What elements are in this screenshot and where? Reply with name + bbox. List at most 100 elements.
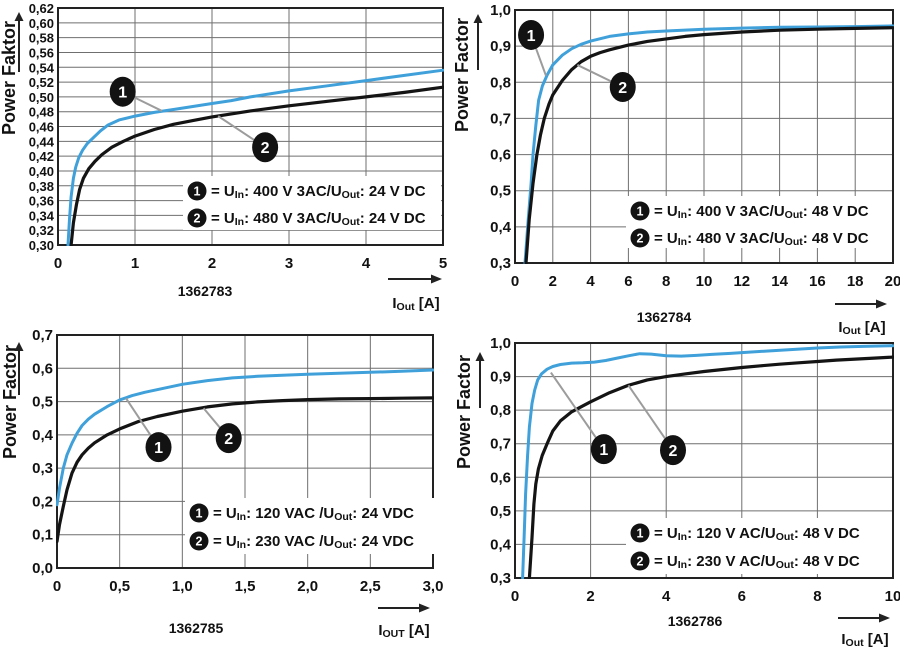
figure-number: 1362786 bbox=[668, 613, 723, 629]
x-axis-ticks: 0 2 4 6 8 10 12 14 16 18 20 bbox=[511, 273, 900, 290]
legend-badge-number: 2 bbox=[637, 232, 644, 246]
y-tick-label: 0,8 bbox=[490, 74, 511, 91]
x-axis-arrowhead-icon bbox=[876, 299, 887, 309]
figure-number: 1362785 bbox=[169, 620, 224, 636]
x-tick-label: 14 bbox=[771, 273, 788, 290]
x-tick-label: 0,5 bbox=[109, 578, 130, 595]
x-tick-label: 18 bbox=[847, 273, 864, 290]
legend-background bbox=[626, 518, 892, 574]
y-tick-label: 0,52 bbox=[29, 75, 54, 90]
y-tick-label: 0,56 bbox=[29, 45, 54, 60]
legend-badge-icon bbox=[189, 531, 209, 551]
curve-badge-2: 2 bbox=[576, 64, 636, 102]
y-tick-label: 0,6 bbox=[32, 360, 53, 377]
y-tick-label: 0,4 bbox=[32, 426, 54, 443]
plot-border bbox=[56, 334, 434, 569]
x-tick-label: 0 bbox=[511, 588, 519, 605]
plot-border bbox=[57, 7, 444, 246]
y-tick-label: 0,32 bbox=[29, 223, 54, 238]
curve-2 bbox=[524, 26, 894, 264]
y-tick-label: 0,42 bbox=[29, 149, 54, 164]
legend-entry: = UIn: 480 V 3AC/UOut: 24 V DC bbox=[211, 210, 426, 229]
badge-circle-icon bbox=[609, 71, 636, 102]
x-tick-label: 4 bbox=[362, 255, 371, 272]
legend-badge-icon bbox=[189, 503, 209, 523]
y-axis-title: Power Factor bbox=[452, 18, 472, 132]
curve-badge-1: 1 bbox=[518, 19, 547, 77]
y-tick-label: 0,3 bbox=[490, 570, 511, 587]
x-tick-label: 2,5 bbox=[360, 578, 381, 595]
curve-badge-1: 1 bbox=[125, 397, 172, 463]
y-tick-label: 0,5 bbox=[490, 182, 511, 199]
curve-1 bbox=[66, 68, 444, 246]
y-tick-label: 0,7 bbox=[32, 327, 53, 344]
legend-entry: = UIn: 230 VAC /UOut: 24 VDC bbox=[213, 533, 414, 552]
legend-entry: = UIn: 120 V AC/UOut: 48 V DC bbox=[654, 525, 860, 544]
y-tick-label: 0,3 bbox=[32, 460, 53, 477]
y-tick-label: 0,3 bbox=[490, 255, 511, 272]
legend-entry: = UIn: 400 V 3AC/UOut: 48 V DC bbox=[654, 203, 869, 222]
y-axis-ticks: 0,3 0,4 0,5 0,6 0,7 0,8 0,9 1,0 bbox=[490, 335, 512, 587]
plot-border bbox=[514, 342, 894, 579]
y-tick-label: 0,7 bbox=[490, 435, 511, 452]
legend-badge-icon bbox=[187, 208, 207, 228]
y-tick-label: 0,60 bbox=[29, 15, 54, 30]
y-axis-ticks: 0,3 0,4 0,5 0,6 0,7 0,8 0,9 1,0 bbox=[490, 2, 512, 272]
legend: 1 = UIn: 400 V 3AC/UOut: 48 V DC 2 = UIn: 4… bbox=[626, 196, 892, 248]
legend-background bbox=[626, 196, 892, 248]
legend: 1 = UIn: 120 V AC/UOut: 48 V DC 2 = UIn: 23… bbox=[626, 518, 892, 574]
legend-badge-number: 1 bbox=[194, 185, 201, 199]
x-axis-label: IOut [A] bbox=[392, 295, 439, 314]
curves-layer bbox=[521, 344, 894, 579]
badge-circle-icon bbox=[660, 435, 687, 466]
legend-badge-number: 1 bbox=[637, 205, 644, 219]
curve-badge-2: 2 bbox=[217, 115, 279, 163]
curve-2 bbox=[56, 396, 434, 543]
y-tick-label: 1,0 bbox=[490, 335, 511, 352]
x-axis-arrowhead-icon bbox=[419, 603, 430, 613]
x-tick-label: 2 bbox=[586, 588, 594, 605]
legend-entry: = UIn: 230 V AC/UOut: 48 V DC bbox=[654, 553, 860, 572]
badge-number: 2 bbox=[669, 443, 678, 460]
curve-badge-2: 2 bbox=[202, 407, 242, 454]
figure-number: 1362784 bbox=[637, 309, 692, 325]
curves-layer bbox=[66, 68, 444, 246]
x-tick-label: 20 bbox=[885, 273, 900, 290]
y-tick-label: 0,48 bbox=[29, 104, 54, 119]
x-tick-label: 0 bbox=[54, 255, 62, 272]
x-tick-label: 3,0 bbox=[423, 578, 444, 595]
x-tick-label: 2 bbox=[549, 273, 557, 290]
x-tick-label: 6 bbox=[624, 273, 632, 290]
x-tick-label: 2 bbox=[208, 255, 216, 272]
y-axis-ticks: 0,300,320,340,360,380,400,420,440,460,48… bbox=[29, 1, 55, 253]
y-tick-label: 0,0 bbox=[32, 560, 53, 577]
x-tick-label: 5 bbox=[439, 255, 447, 272]
legend-badge-number: 2 bbox=[196, 535, 203, 549]
y-tick-label: 0,4 bbox=[490, 218, 512, 235]
legend-badge-number: 1 bbox=[637, 527, 644, 541]
curves-layer bbox=[56, 368, 434, 543]
y-tick-label: 0,6 bbox=[490, 146, 511, 163]
legend-background bbox=[185, 498, 437, 554]
badge-circle-icon bbox=[109, 76, 136, 107]
legend: 1 = UIn: 120 VAC /UOut: 24 VDC 2 = UIn: 230… bbox=[185, 498, 437, 554]
legend-badge-icon bbox=[630, 228, 650, 248]
y-tick-label: 0,44 bbox=[29, 134, 55, 149]
curve-badge-1: 1 bbox=[109, 76, 163, 112]
badge-number: 2 bbox=[224, 431, 233, 448]
legend-entry: = UIn: 480 V 3AC/UOut: 48 V DC bbox=[654, 230, 869, 249]
x-axis-arrowhead-icon bbox=[879, 613, 890, 623]
curve-2 bbox=[527, 355, 894, 579]
y-axis-title: Power Factor bbox=[0, 345, 20, 459]
y-axis-arrowhead-icon bbox=[14, 12, 24, 21]
x-tick-label: 10 bbox=[696, 273, 713, 290]
y-tick-label: 0,6 bbox=[490, 469, 511, 486]
leader-line bbox=[550, 371, 605, 450]
legend-badge-icon bbox=[630, 551, 650, 571]
y-tick-label: 0,34 bbox=[29, 208, 55, 223]
y-tick-label: 0,1 bbox=[32, 526, 53, 543]
legend-entry: = UIn: 120 VAC /UOut: 24 VDC bbox=[213, 505, 414, 524]
badge-circle-icon bbox=[252, 132, 279, 163]
y-tick-label: 0,5 bbox=[490, 502, 511, 519]
